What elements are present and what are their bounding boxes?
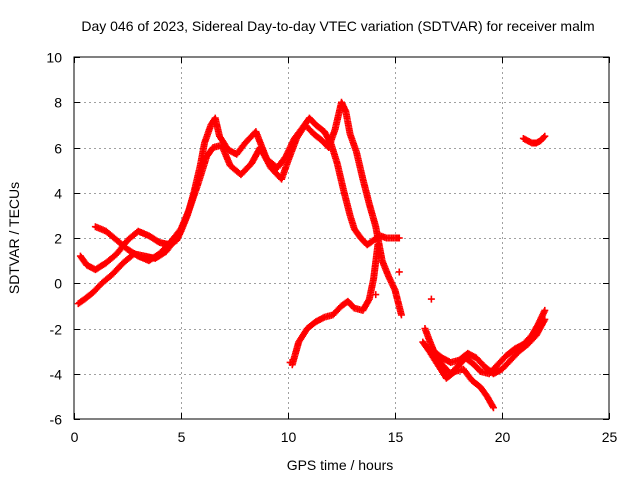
- series-track-b: [74, 98, 405, 319]
- y-tick-label: 2: [54, 231, 62, 247]
- data-points: [74, 98, 549, 412]
- series-track-c: [91, 223, 185, 265]
- y-tick-label: 4: [54, 186, 62, 202]
- series-track-g: [430, 315, 549, 378]
- axis-ticks: [74, 57, 610, 420]
- tick-labels: 0 5 10 15 20 25 -6 -4 -2 0 2 4 6 8 10: [46, 50, 617, 446]
- data-point: [374, 241, 382, 249]
- series-isolated: [286, 268, 435, 366]
- x-tick-label: 20: [495, 429, 511, 445]
- x-tick-label: 10: [281, 429, 297, 445]
- y-tick-label: -6: [50, 412, 63, 428]
- data-point: [372, 291, 380, 299]
- data-point: [176, 226, 184, 234]
- data-point: [427, 295, 435, 303]
- data-point: [541, 315, 549, 323]
- series-track-h: [519, 132, 549, 147]
- data-point: [541, 306, 549, 314]
- x-tick-label: 25: [602, 429, 618, 445]
- y-tick-label: 8: [54, 95, 62, 111]
- y-tick-label: -4: [50, 367, 63, 383]
- y-tick-label: 10: [46, 50, 62, 66]
- data-point: [489, 404, 497, 412]
- x-tick-label: 0: [71, 429, 79, 445]
- data-point: [540, 133, 548, 141]
- data-point: [397, 311, 405, 319]
- y-tick-label: -2: [50, 322, 63, 338]
- y-tick-label: 0: [54, 276, 62, 292]
- series-track-f: [419, 338, 497, 412]
- data-point: [177, 225, 185, 233]
- data-point: [541, 132, 549, 140]
- x-axis-label: GPS time / hours: [287, 457, 394, 473]
- data-point: [395, 268, 403, 276]
- x-tick-label: 15: [388, 429, 404, 445]
- data-point: [286, 358, 294, 366]
- chart-title: Day 046 of 2023, Sidereal Day-to-day VTE…: [81, 18, 594, 34]
- x-tick-label: 5: [178, 429, 186, 445]
- y-tick-label: 6: [54, 141, 62, 157]
- data-point: [395, 234, 403, 242]
- series-track-d: [288, 241, 382, 369]
- data-point: [489, 402, 497, 410]
- grid-lines: [74, 57, 609, 419]
- y-axis-label: SDTVAR / TECUs: [6, 182, 22, 294]
